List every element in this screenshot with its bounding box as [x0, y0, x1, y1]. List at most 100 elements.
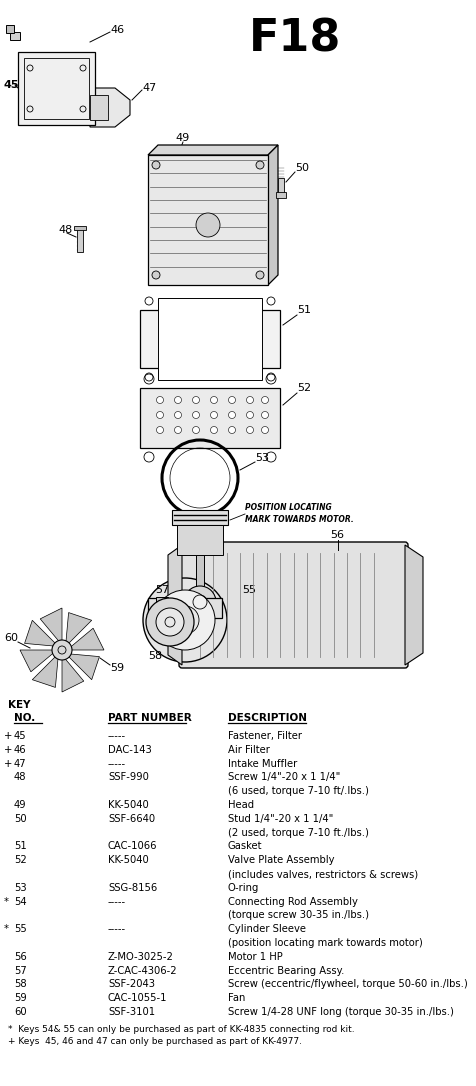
Text: Screw 1/4-28 UNF long (torque 30-35 in./lbs.): Screw 1/4-28 UNF long (torque 30-35 in./… — [228, 1007, 454, 1016]
Text: 53: 53 — [14, 883, 27, 893]
Text: Screw (eccentric/flywheel, torque 50-60 in./lbs.): Screw (eccentric/flywheel, torque 50-60 … — [228, 980, 468, 989]
Circle shape — [156, 608, 184, 636]
Text: NO.: NO. — [14, 714, 35, 723]
Circle shape — [157, 396, 163, 404]
Polygon shape — [90, 94, 108, 119]
Text: 48: 48 — [14, 772, 27, 782]
Circle shape — [171, 606, 199, 634]
Text: CAC-1066: CAC-1066 — [108, 842, 158, 851]
Circle shape — [52, 640, 72, 660]
Text: CAC-1055-1: CAC-1055-1 — [108, 994, 168, 1003]
Text: 57: 57 — [14, 965, 27, 975]
Text: 60: 60 — [4, 633, 18, 643]
Text: 47: 47 — [14, 759, 27, 769]
Text: +: + — [4, 731, 12, 741]
Text: *  Keys 54& 55 can only be purchased as part of KK-4835 connecting rod kit.: * Keys 54& 55 can only be purchased as p… — [8, 1025, 355, 1034]
Text: Fan: Fan — [228, 994, 245, 1003]
Text: Screw 1/4"-20 x 1 1/4": Screw 1/4"-20 x 1 1/4" — [228, 772, 340, 782]
Text: *: * — [4, 924, 9, 934]
Text: + Keys  45, 46 and 47 can only be purchased as part of KK-4977.: + Keys 45, 46 and 47 can only be purchas… — [8, 1037, 302, 1046]
Text: -----: ----- — [108, 924, 126, 934]
Text: 50: 50 — [295, 163, 309, 173]
Circle shape — [184, 586, 216, 618]
Text: Head: Head — [228, 800, 254, 810]
Polygon shape — [40, 608, 62, 645]
Circle shape — [261, 427, 268, 433]
Text: Connecting Rod Assembly: Connecting Rod Assembly — [228, 897, 358, 907]
Text: (position locating mark towards motor): (position locating mark towards motor) — [228, 938, 423, 948]
Text: 52: 52 — [297, 383, 311, 393]
Polygon shape — [276, 192, 286, 198]
Text: 59: 59 — [110, 662, 124, 673]
Polygon shape — [67, 628, 104, 651]
FancyBboxPatch shape — [179, 542, 408, 668]
Text: Eccentric Bearing Assy.: Eccentric Bearing Assy. — [228, 965, 344, 975]
Text: 55: 55 — [14, 924, 27, 934]
Text: MARK TOWARDS MOTOR.: MARK TOWARDS MOTOR. — [245, 516, 354, 525]
Polygon shape — [25, 620, 59, 646]
Circle shape — [175, 412, 181, 418]
Text: Air Filter: Air Filter — [228, 745, 270, 755]
Circle shape — [155, 590, 215, 651]
Circle shape — [210, 427, 218, 433]
Text: Stud 1/4"-20 x 1 1/4": Stud 1/4"-20 x 1 1/4" — [228, 813, 333, 824]
Circle shape — [256, 272, 264, 279]
Text: KK-5040: KK-5040 — [108, 800, 149, 810]
Circle shape — [210, 412, 218, 418]
Polygon shape — [268, 146, 278, 285]
Text: KK-5040: KK-5040 — [108, 855, 149, 866]
Text: SSF-2043: SSF-2043 — [108, 980, 155, 989]
Text: 57: 57 — [155, 585, 169, 595]
Text: (6 used, torque 7-10 ft/.lbs.): (6 used, torque 7-10 ft/.lbs.) — [228, 786, 369, 796]
Text: SSF-6640: SSF-6640 — [108, 813, 155, 824]
Circle shape — [152, 272, 160, 279]
Text: 55: 55 — [242, 585, 256, 595]
Polygon shape — [66, 613, 92, 646]
Circle shape — [228, 427, 236, 433]
Text: Motor 1 HP: Motor 1 HP — [228, 951, 283, 962]
Circle shape — [157, 412, 163, 418]
Polygon shape — [62, 655, 84, 692]
Text: 45: 45 — [14, 731, 27, 741]
Polygon shape — [196, 555, 204, 590]
Text: O-ring: O-ring — [228, 883, 259, 893]
Text: DAC-143: DAC-143 — [108, 745, 152, 755]
Text: (torque screw 30-35 in./lbs.): (torque screw 30-35 in./lbs.) — [228, 910, 369, 921]
Text: 58: 58 — [14, 980, 27, 989]
Polygon shape — [172, 510, 228, 525]
Polygon shape — [90, 88, 130, 127]
Text: PART NUMBER: PART NUMBER — [108, 714, 192, 723]
Polygon shape — [6, 25, 14, 33]
Polygon shape — [148, 146, 278, 155]
Text: 51: 51 — [297, 305, 311, 315]
Circle shape — [210, 396, 218, 404]
Polygon shape — [158, 298, 262, 380]
Text: -----: ----- — [108, 731, 126, 741]
Circle shape — [192, 396, 199, 404]
Circle shape — [261, 412, 268, 418]
Text: Gasket: Gasket — [228, 842, 262, 851]
Text: Z-CAC-4306-2: Z-CAC-4306-2 — [108, 965, 178, 975]
Text: 49: 49 — [175, 132, 189, 143]
Polygon shape — [77, 228, 83, 252]
Circle shape — [146, 598, 194, 646]
Circle shape — [192, 412, 199, 418]
Text: F18: F18 — [249, 18, 341, 61]
Circle shape — [143, 578, 227, 662]
Text: 47: 47 — [142, 83, 156, 93]
Text: +: + — [4, 745, 12, 755]
Text: -----: ----- — [108, 897, 126, 907]
Text: (2 used, torque 7-10 ft./lbs.): (2 used, torque 7-10 ft./lbs.) — [228, 828, 369, 837]
Text: 49: 49 — [14, 800, 27, 810]
Polygon shape — [66, 654, 99, 680]
Polygon shape — [74, 226, 86, 230]
Text: -----: ----- — [108, 759, 126, 769]
Polygon shape — [18, 52, 95, 125]
Polygon shape — [20, 651, 57, 672]
Circle shape — [256, 161, 264, 169]
Text: *: * — [4, 897, 9, 907]
Text: 56: 56 — [14, 951, 27, 962]
Text: 46: 46 — [14, 745, 27, 755]
Text: 56: 56 — [330, 530, 344, 540]
Text: DESCRIPTION: DESCRIPTION — [228, 714, 307, 723]
